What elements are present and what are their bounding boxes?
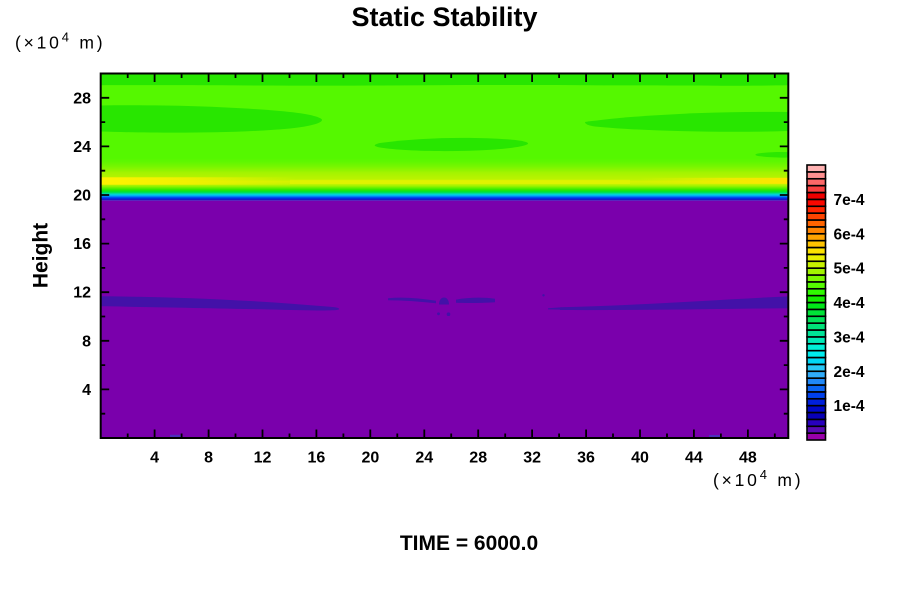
svg-text:1e-4: 1e-4 [834,398,865,415]
svg-text:12: 12 [254,450,272,467]
svg-text:8: 8 [204,450,213,467]
svg-text:44: 44 [685,450,703,467]
svg-text:6e-4: 6e-4 [834,226,865,243]
svg-text:32: 32 [523,450,541,467]
svg-text:28: 28 [469,450,487,467]
svg-text:8: 8 [82,333,91,350]
svg-text:4e-4: 4e-4 [834,295,865,312]
svg-text:36: 36 [577,450,595,467]
svg-text:2e-4: 2e-4 [834,364,865,381]
svg-text:12: 12 [73,285,91,302]
svg-text:28: 28 [73,90,91,107]
svg-text:7e-4: 7e-4 [834,192,865,209]
svg-text:(×104 m): (×104 m) [15,30,105,53]
svg-text:24: 24 [415,450,433,467]
svg-text:3e-4: 3e-4 [834,329,865,346]
svg-text:4: 4 [150,450,159,467]
svg-text:16: 16 [308,450,326,467]
svg-text:24: 24 [73,139,91,156]
svg-text:Static Stability: Static Stability [351,2,537,32]
svg-text:40: 40 [631,450,649,467]
svg-text:4: 4 [82,382,91,399]
svg-text:TIME = 6000.0: TIME = 6000.0 [400,532,538,555]
svg-text:Height: Height [30,223,53,288]
svg-text:48: 48 [739,450,757,467]
svg-text:5e-4: 5e-4 [834,261,865,278]
svg-text:16: 16 [73,236,91,253]
svg-text:(×104 m): (×104 m) [713,467,803,490]
svg-text:20: 20 [73,188,91,205]
svg-text:20: 20 [361,450,379,467]
